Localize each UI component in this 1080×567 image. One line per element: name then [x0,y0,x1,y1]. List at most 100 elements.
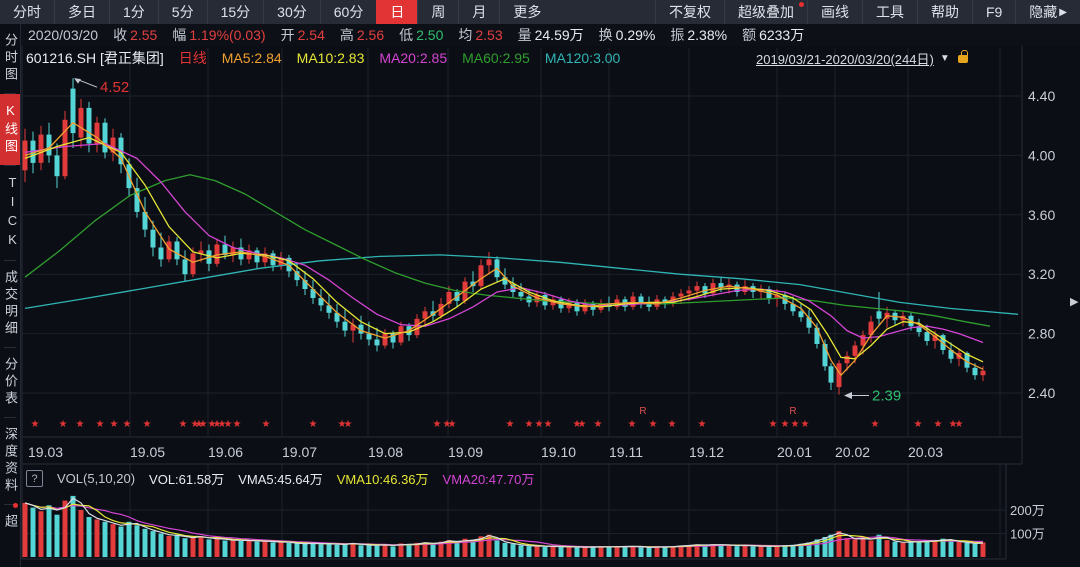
svg-text:★: ★ [179,419,188,430]
ma20-label: MA20:2.85 [379,50,448,66]
svg-text:★: ★ [224,419,233,430]
svg-text:★: ★ [525,419,534,430]
ma5-label: MA5:2.84 [221,50,282,66]
date-range-selector[interactable]: 2019/03/21-2020/03/20(244日) [756,52,934,67]
sidebar-divider [4,260,16,261]
vol-value: VOL:61.58万 [149,472,225,487]
svg-text:3.20: 3.20 [1028,266,1055,282]
sidebar-item-super[interactable]: 超 [0,503,20,540]
svg-text:★: ★ [96,419,105,430]
sidebar-item-trade-detail[interactable]: 成交明细 [3,270,18,338]
menu-item-more[interactable]: 更多 [499,0,554,24]
menu-item-weekly[interactable]: 周 [417,0,458,24]
period-label: 日线 [178,50,207,66]
chevron-down-icon[interactable]: ▼ [939,53,950,64]
lock-icon[interactable] [957,49,968,63]
sidebar-item-depth-info[interactable]: 深度资料 [3,427,18,495]
quote-open: 开 2.54 [280,27,325,43]
sidebar-item-timeshare-chart[interactable]: 分时图 [3,33,18,84]
svg-text:★: ★ [781,419,790,430]
quote-avg: 均 2.53 [458,27,503,43]
volume-header: ? VOL(5,10,20) VOL:61.58万 VMA5:45.64万 VM… [26,469,534,488]
svg-text:R: R [789,406,796,417]
menu-item-15min[interactable]: 15分 [206,0,264,24]
svg-text:20.03: 20.03 [908,444,943,460]
ma120-label: MA120:3.00 [544,50,621,66]
left-sidebar: 分时图 K线图 TICK 成交明细 分价表 深度资料 超 [0,24,21,567]
stock-symbol: 601216.SH [君正集团] [26,50,164,66]
quote-high: 高 2.56 [339,27,385,43]
svg-text:200万: 200万 [1010,503,1045,518]
sidebar-divider [4,93,16,94]
quote-close: 收 2.55 [113,27,158,43]
quote-date: 2020/03/20 [28,27,99,43]
quote-bar: 2020/03/20 收 2.55 幅 1.19%(0.03) 开 2.54 高 2.5… [20,24,1080,46]
sidebar-item-super-label: 超 [3,514,18,531]
menu-item-multiday[interactable]: 多日 [54,0,109,24]
help-icon[interactable]: ? [26,470,43,487]
svg-text:★: ★ [199,419,208,430]
sidebar-item-tick[interactable]: TICK [5,175,20,251]
panel-expand-arrow[interactable]: ▶ [1070,296,1079,308]
quote-change: 幅 1.19%(0.03) [172,27,266,43]
svg-text:★: ★ [448,419,457,430]
svg-text:★: ★ [535,419,544,430]
svg-text:★: ★ [233,419,242,430]
svg-text:★: ★ [123,419,132,430]
hide-label: 隐藏 [1029,4,1058,20]
svg-text:★: ★ [262,419,271,430]
menu-item-tools[interactable]: 工具 [861,0,917,24]
sidebar-divider [4,504,16,505]
svg-text:20.02: 20.02 [835,444,870,460]
sidebar-item-kline-chart[interactable]: K线图 [0,94,20,165]
svg-text:★: ★ [544,419,553,430]
sidebar-divider [4,347,16,348]
svg-text:19.09: 19.09 [448,444,483,460]
svg-text:100万: 100万 [1010,527,1045,542]
menu-item-1min[interactable]: 1分 [109,0,158,24]
menu-item-f9[interactable]: F9 [971,0,1015,24]
period-menu-group: 分时 多日 1分 5分 15分 30分 60分 日 周 月 更多 [0,0,554,24]
menu-item-help[interactable]: 帮助 [916,0,972,24]
menu-item-60min[interactable]: 60分 [319,0,377,24]
svg-text:★: ★ [934,419,943,430]
svg-text:★: ★ [110,419,119,430]
sidebar-divider [4,417,16,418]
svg-text:★: ★ [213,419,222,430]
menu-item-no-adjust[interactable]: 不复权 [654,0,724,24]
menu-item-daily[interactable]: 日 [376,0,418,24]
svg-text:★: ★ [594,419,603,430]
date-range-box: 2019/03/21-2020/03/20(244日) ▼ [756,49,968,68]
svg-text:19.03: 19.03 [28,444,63,460]
super-overlay-label: 超级叠加 [737,4,794,20]
svg-text:2.80: 2.80 [1028,326,1055,342]
menu-item-super-overlay[interactable]: 超级叠加 [723,0,807,24]
menu-item-5min[interactable]: 5分 [157,0,207,24]
svg-text:★: ★ [871,419,880,430]
svg-text:★: ★ [31,419,40,430]
sidebar-item-price-table[interactable]: 分价表 [3,357,18,408]
vma5-value: VMA5:45.64万 [238,472,323,487]
svg-text:19.06: 19.06 [208,444,243,460]
quote-volume: 量 24.59万 [517,27,584,43]
svg-text:4.00: 4.00 [1028,147,1055,163]
svg-text:★: ★ [649,419,658,430]
svg-text:★: ★ [338,419,347,430]
svg-text:★: ★ [949,419,958,430]
svg-text:★: ★ [208,419,217,430]
menu-item-30min[interactable]: 30分 [263,0,320,24]
menu-item-hide[interactable]: 隐藏 ▶ [1015,0,1080,24]
vol-indicator-label[interactable]: VOL(5,10,20) [57,471,136,486]
menu-item-draw-line[interactable]: 画线 [806,0,862,24]
svg-text:★: ★ [76,419,85,430]
menu-item-timeshare[interactable]: 分时 [13,4,41,20]
menu-item-monthly[interactable]: 月 [458,0,499,24]
quote-amplitude: 振 2.38% [670,27,728,43]
quote-turnover: 换 0.29% [598,27,656,43]
chevron-right-icon: ▶ [1059,6,1067,18]
svg-text:20.01: 20.01 [777,444,812,460]
ma60-label: MA60:2.95 [462,50,530,66]
svg-text:★: ★ [668,419,677,430]
